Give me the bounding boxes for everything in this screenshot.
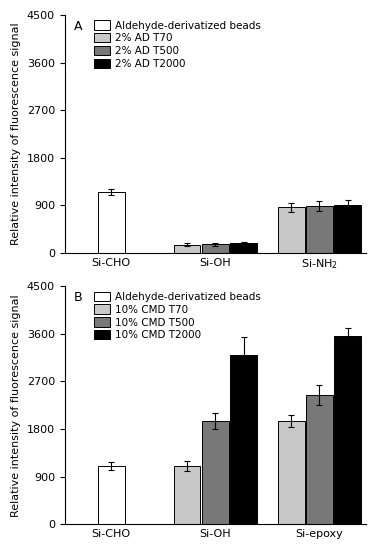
Legend: Aldehyde-derivatized beads, 2% AD T70, 2% AD T500, 2% AD T2000: Aldehyde-derivatized beads, 2% AD T70, 2… — [91, 17, 264, 72]
Text: B: B — [74, 291, 82, 304]
Y-axis label: Relative intensity of fluorescence signal: Relative intensity of fluorescence signa… — [11, 23, 21, 245]
Bar — [202, 421, 229, 524]
Bar — [334, 205, 361, 252]
Bar — [173, 245, 201, 252]
Y-axis label: Relative intensity of fluorescence signal: Relative intensity of fluorescence signa… — [11, 294, 21, 516]
Bar — [202, 244, 229, 252]
Bar — [173, 466, 201, 524]
Bar — [306, 206, 333, 252]
Bar — [277, 207, 305, 252]
Bar — [277, 421, 305, 524]
Text: A: A — [74, 20, 82, 33]
Bar — [98, 466, 125, 524]
Bar — [230, 355, 257, 524]
Bar — [230, 244, 257, 252]
Bar — [306, 395, 333, 524]
Bar — [98, 192, 125, 252]
Legend: Aldehyde-derivatized beads, 10% CMD T70, 10% CMD T500, 10% CMD T2000: Aldehyde-derivatized beads, 10% CMD T70,… — [91, 289, 264, 344]
Bar — [334, 336, 361, 524]
